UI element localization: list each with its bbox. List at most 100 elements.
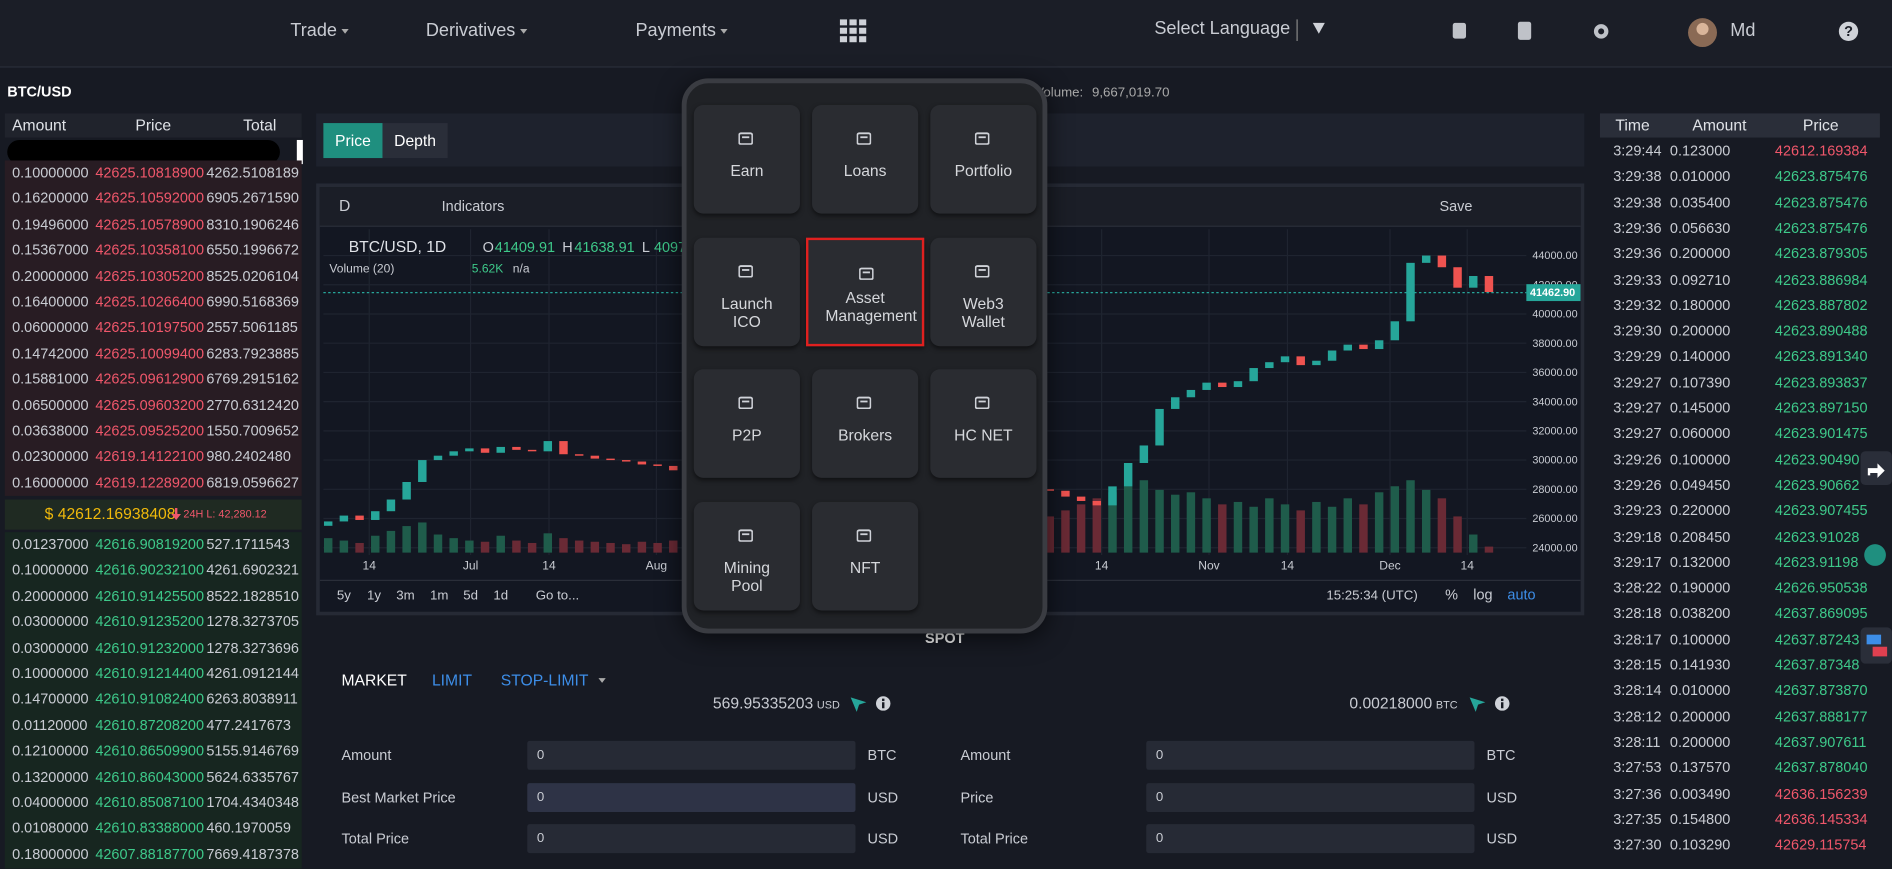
volume-bar — [1108, 492, 1117, 553]
candle — [465, 448, 474, 452]
down-arrow — [171, 507, 181, 521]
volume-bar — [1123, 486, 1133, 553]
candle — [1186, 389, 1196, 398]
nav-item[interactable]: Derivatives — [296, 21, 658, 41]
input[interactable]: 0 — [527, 783, 856, 813]
menu-item[interactable]: Web3 Wallet — [930, 237, 1037, 346]
language-arrow[interactable] — [1296, 19, 1332, 42]
trade-price: 42637.869095 — [1774, 604, 1868, 622]
menu-item[interactable]: Brokers — [812, 369, 919, 478]
total-cell: 1704.4340348 — [206, 793, 299, 811]
order-type-caret[interactable] — [598, 678, 606, 683]
candle — [1265, 362, 1274, 369]
candle — [1280, 356, 1290, 363]
volume-bar — [637, 541, 647, 553]
total-cell: 8522.1828510 — [206, 587, 299, 605]
order-type-tab[interactable]: STOP-LIMIT — [500, 670, 589, 689]
candle — [1233, 381, 1243, 388]
total-cell: 6283.7923885 — [206, 344, 299, 362]
x-tick-label: 14 — [1461, 559, 1475, 573]
trade-amount: 0.049450 — [1669, 476, 1731, 494]
trade-amount: 0.200000 — [1669, 733, 1731, 751]
y-tick-label: 30000.00 — [1532, 455, 1577, 467]
order-type-tab[interactable]: MARKET — [341, 670, 407, 689]
language-select[interactable]: Select Language — [1154, 18, 1291, 39]
order-book-heading: Total — [243, 115, 277, 134]
amount-cell: 0.19496000 — [12, 215, 89, 233]
nav-item[interactable]: Payments — [501, 21, 863, 41]
y-tick-label: 26000.00 — [1532, 513, 1577, 525]
input[interactable]: 0 — [1146, 824, 1475, 854]
range-button: 3m — [396, 588, 414, 603]
order-book-header — [4, 113, 302, 138]
range-button: 1m — [430, 588, 448, 603]
volume-bar — [1296, 510, 1305, 553]
menu-icon — [859, 266, 874, 280]
candle — [1171, 397, 1180, 409]
spot-title: SPOT — [925, 629, 965, 647]
side-widgets[interactable] — [1858, 446, 1892, 675]
total-cell: 7669.4187378 — [206, 845, 299, 863]
input[interactable]: 0 — [527, 740, 856, 770]
menu-label: NFT — [849, 558, 881, 577]
tab-price[interactable]: Price — [323, 123, 383, 159]
avatar[interactable] — [1687, 17, 1718, 48]
menu-item[interactable]: Portfolio — [930, 104, 1037, 214]
interval[interactable]: D — [339, 196, 351, 215]
candle — [1374, 340, 1384, 350]
candle — [1202, 382, 1211, 390]
menu-item[interactable]: Mining Pool — [693, 501, 800, 610]
candle — [590, 455, 600, 459]
trade-price: 42623.875476 — [1774, 168, 1868, 185]
menu-item[interactable]: NFT — [812, 501, 919, 610]
order-type-tab[interactable]: LIMIT — [431, 670, 473, 689]
menu-item[interactable]: Loans — [812, 104, 919, 214]
trade-amount: 0.190000 — [1669, 579, 1731, 597]
menu-label: Asset Management — [825, 287, 917, 324]
pair-select[interactable]: BTC/USD — [7, 83, 72, 101]
trade-time: 3:29:36 — [1613, 245, 1662, 263]
candle — [1484, 276, 1494, 293]
trade-price: 42637.87348 — [1774, 656, 1860, 674]
volume-bar — [1265, 498, 1274, 553]
menu-item[interactable]: Launch ICO — [693, 237, 800, 346]
volume-bar — [1092, 498, 1102, 553]
volume-bar — [386, 530, 396, 553]
indicators[interactable]: Indicators — [441, 197, 505, 215]
amount-cell: 0.03638000 — [12, 422, 89, 440]
balance-icons[interactable] — [1468, 694, 1511, 713]
candle — [1390, 321, 1400, 341]
menu-item[interactable]: Asset Management — [806, 237, 925, 346]
trades-heading: Time — [1615, 115, 1650, 134]
balance-icons[interactable] — [849, 694, 892, 713]
trade-amount: 0.200000 — [1669, 322, 1731, 340]
user-name[interactable]: Md — [1730, 20, 1756, 42]
menu-label: Loans — [843, 161, 887, 180]
menu-item[interactable]: HC NET — [930, 369, 1037, 478]
input[interactable]: 0 — [1146, 740, 1475, 770]
amount-cell: 0.13200000 — [12, 768, 89, 786]
ohlc-key: H — [562, 240, 572, 256]
trade-price: 42637.87243 — [1774, 630, 1860, 648]
nav-icons[interactable] — [1448, 17, 1629, 48]
input[interactable]: 0 — [1146, 783, 1475, 813]
trade-amount: 0.003490 — [1669, 784, 1731, 802]
field-label: Amount — [341, 746, 392, 764]
apps-icon[interactable] — [839, 19, 867, 43]
range-button: 5y — [337, 588, 351, 603]
price-cell: 42625.10197500 — [95, 319, 205, 336]
y-tick-label: 28000.00 — [1532, 484, 1577, 496]
y-tick-label: 40000.00 — [1532, 309, 1577, 321]
utc-time: 15:25:34 (UTC) — [1326, 588, 1417, 603]
menu-item[interactable]: Earn — [693, 104, 800, 214]
input[interactable]: 0 — [527, 824, 856, 854]
ohlc-value: 41638.91 — [574, 240, 634, 256]
trade-price: 42623.897150 — [1774, 399, 1868, 417]
tab-depth[interactable]: Depth — [382, 123, 448, 159]
scale-option: % — [1445, 588, 1458, 604]
nav-item[interactable]: Trade — [139, 21, 501, 41]
save[interactable]: Save — [1439, 197, 1473, 215]
menu-item[interactable]: P2P — [693, 369, 800, 478]
amount-cell: 0.03000000 — [12, 613, 89, 631]
help-icon[interactable]: ? — [1838, 21, 1859, 42]
